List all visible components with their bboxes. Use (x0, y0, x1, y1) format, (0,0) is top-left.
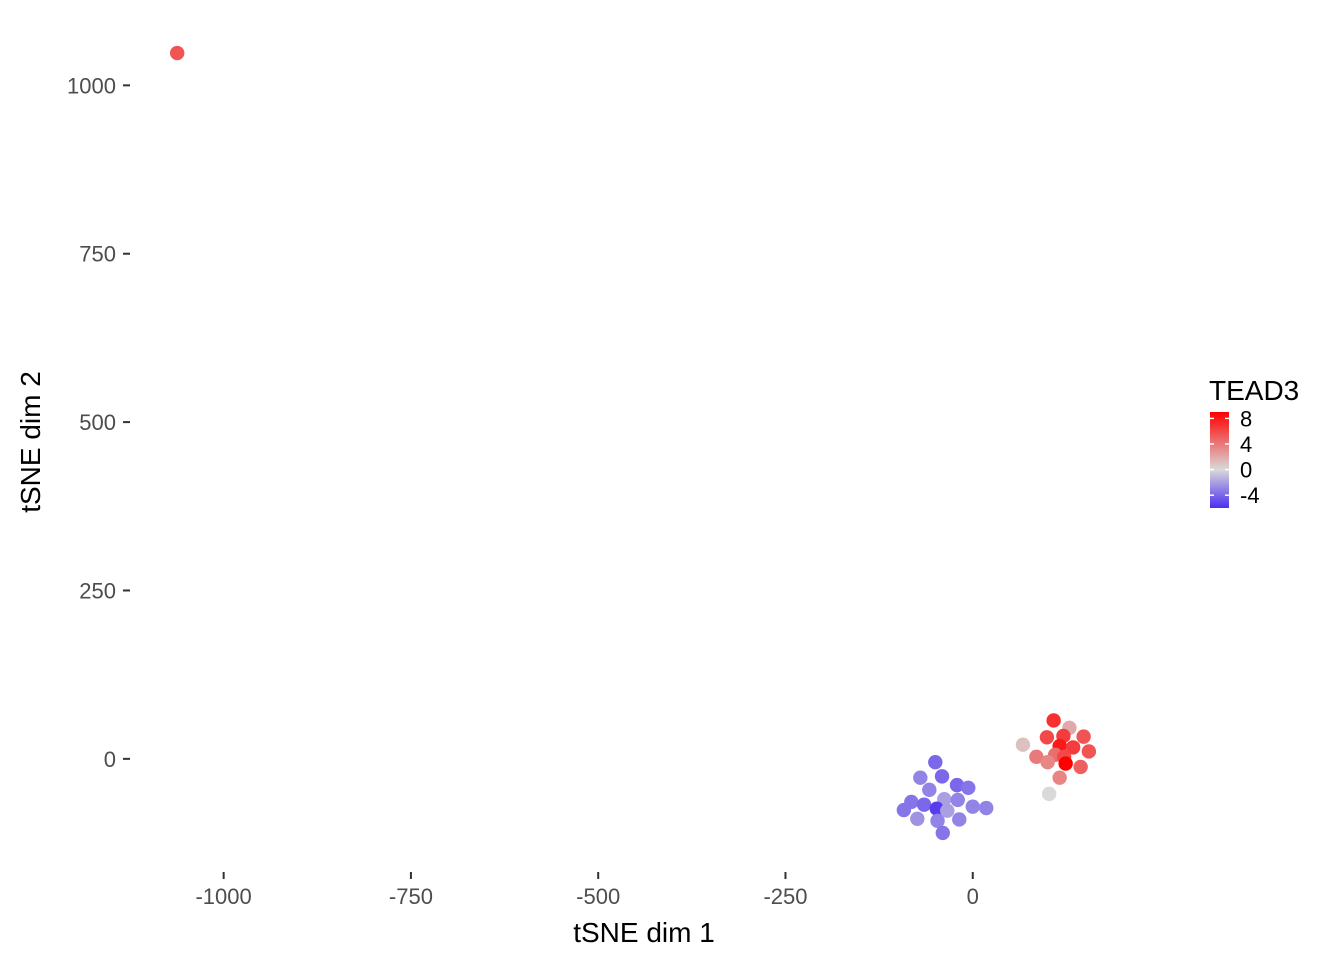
x-tick-label: -750 (389, 884, 433, 909)
data-point (965, 799, 980, 814)
data-point (979, 800, 994, 816)
x-axis: -1000 -750 -500 -250 0 (195, 872, 979, 909)
data-point (1029, 749, 1044, 765)
colorbar (1210, 412, 1229, 508)
data-point (1076, 729, 1091, 744)
y-tick-label: 0 (104, 747, 116, 772)
data-point (913, 770, 928, 785)
data-point (896, 802, 912, 818)
data-point (961, 780, 976, 796)
data-point (1015, 737, 1031, 752)
colorbar-ticks: 840-4 (1210, 406, 1260, 508)
y-tick-label: 1000 (67, 73, 116, 98)
data-point (1040, 755, 1055, 770)
data-point (1081, 744, 1097, 759)
colorbar-tick-label: 0 (1240, 458, 1252, 483)
x-tick-label: 0 (967, 884, 979, 909)
data-point (930, 813, 945, 829)
y-tick-label: 750 (79, 242, 116, 267)
data-point (928, 755, 943, 770)
data-point (934, 769, 950, 784)
data-point (910, 811, 925, 826)
y-tick-label: 250 (79, 578, 116, 603)
data-points (169, 45, 1097, 841)
colorbar-tick-label: -4 (1240, 483, 1260, 508)
data-point (1073, 759, 1088, 775)
x-axis-title: tSNE dim 1 (573, 917, 715, 948)
x-tick-label: -500 (576, 884, 620, 909)
data-point (952, 812, 967, 827)
legend-title: TEAD3 (1209, 375, 1299, 406)
colorbar-tick-label: 8 (1240, 406, 1252, 431)
x-tick-label: -1000 (195, 884, 251, 909)
data-point (1041, 786, 1057, 802)
colorbar-tick-label: 4 (1240, 432, 1252, 457)
data-point (1046, 713, 1061, 728)
data-point (1052, 770, 1067, 785)
data-point (940, 803, 955, 818)
data-point (935, 825, 950, 841)
y-axis-title: tSNE dim 2 (15, 371, 46, 513)
data-point (949, 777, 965, 793)
y-axis: 0 250 500 750 1000 (67, 73, 130, 772)
data-point (1039, 730, 1055, 745)
data-point (950, 792, 965, 808)
y-tick-label: 500 (79, 410, 116, 435)
data-point (922, 782, 937, 798)
data-point (1058, 756, 1073, 771)
data-point (916, 797, 932, 812)
data-point (1065, 740, 1081, 755)
x-tick-label: -250 (763, 884, 807, 909)
data-point (169, 45, 185, 61)
color-legend: TEAD3 840-4 (1209, 375, 1299, 508)
